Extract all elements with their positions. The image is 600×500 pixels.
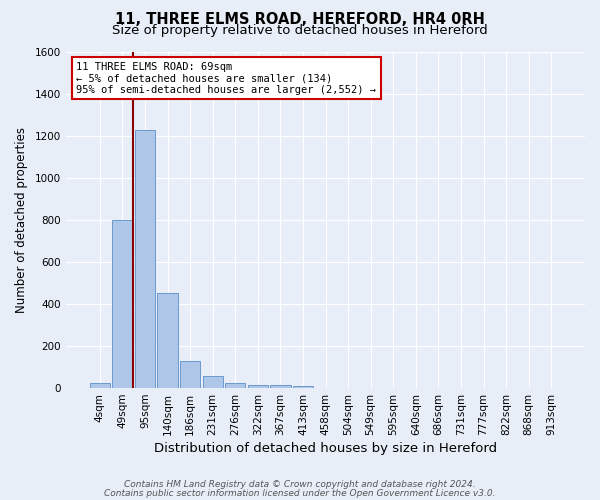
Text: 11 THREE ELMS ROAD: 69sqm
← 5% of detached houses are smaller (134)
95% of semi-: 11 THREE ELMS ROAD: 69sqm ← 5% of detach… — [76, 62, 376, 95]
Bar — [270, 386, 290, 388]
Bar — [135, 130, 155, 388]
Bar — [225, 383, 245, 388]
Bar — [180, 360, 200, 388]
Text: Contains HM Land Registry data © Crown copyright and database right 2024.: Contains HM Land Registry data © Crown c… — [124, 480, 476, 489]
Y-axis label: Number of detached properties: Number of detached properties — [15, 127, 28, 313]
Text: 11, THREE ELMS ROAD, HEREFORD, HR4 0RH: 11, THREE ELMS ROAD, HEREFORD, HR4 0RH — [115, 12, 485, 28]
Bar — [248, 385, 268, 388]
Bar — [89, 383, 110, 388]
Text: Contains public sector information licensed under the Open Government Licence v3: Contains public sector information licen… — [104, 488, 496, 498]
Bar — [293, 386, 313, 388]
Bar — [157, 294, 178, 388]
Text: Size of property relative to detached houses in Hereford: Size of property relative to detached ho… — [112, 24, 488, 37]
X-axis label: Distribution of detached houses by size in Hereford: Distribution of detached houses by size … — [154, 442, 497, 455]
Bar — [203, 376, 223, 388]
Bar — [112, 220, 133, 388]
